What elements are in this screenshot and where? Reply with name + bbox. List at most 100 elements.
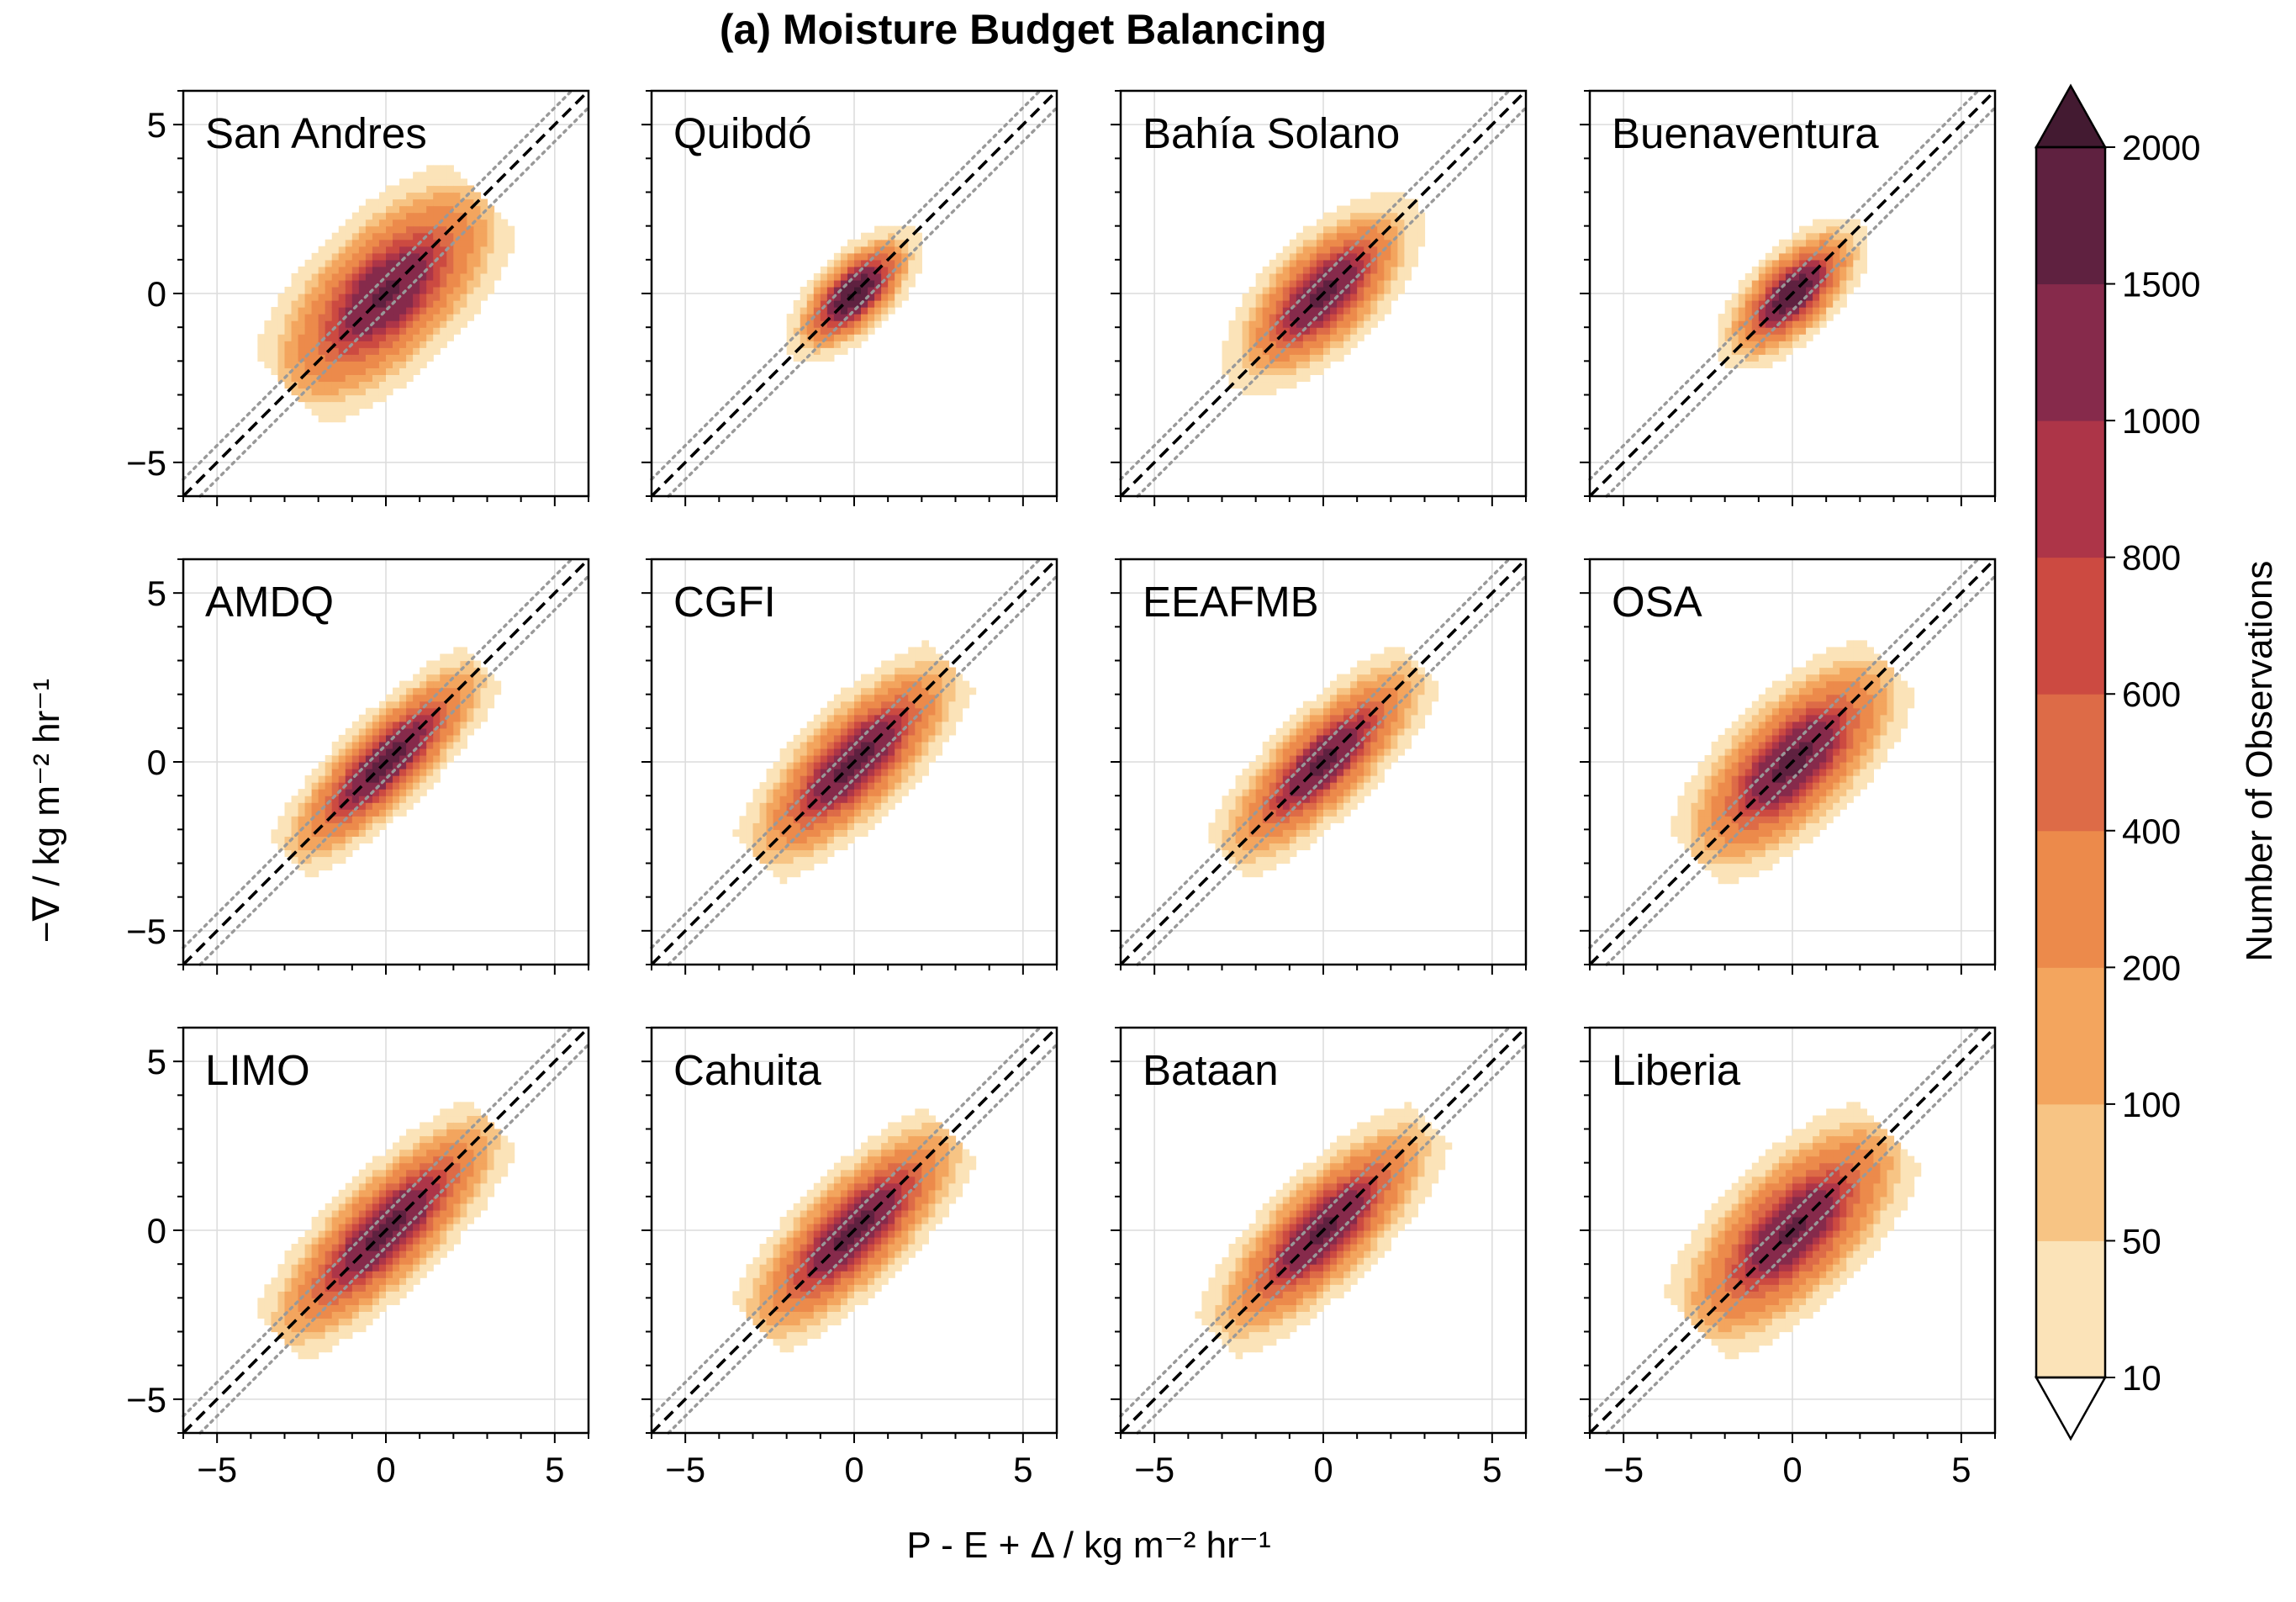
heatmap-cell xyxy=(453,246,461,254)
heatmap-cell xyxy=(1309,334,1317,341)
heatmap-cell xyxy=(494,687,502,695)
heatmap-cell xyxy=(453,172,461,180)
heatmap-cell xyxy=(284,314,293,321)
heatmap-cell xyxy=(1758,334,1766,341)
heatmap-cell xyxy=(440,701,447,709)
heatmap-cell xyxy=(1350,721,1358,729)
heatmap-cell xyxy=(453,205,461,214)
heatmap-cell xyxy=(378,354,387,362)
heatmap-cell xyxy=(1785,849,1793,858)
heatmap-cell xyxy=(1289,727,1297,736)
heatmap-cell xyxy=(759,789,768,796)
heatmap-cell xyxy=(1744,796,1753,803)
heatmap-cell xyxy=(467,252,475,261)
heatmap-cell xyxy=(1248,327,1257,335)
heatmap-cell xyxy=(908,246,916,254)
heatmap-cell xyxy=(1731,789,1739,796)
heatmap-cell xyxy=(311,796,319,803)
heatmap-cell xyxy=(358,836,367,843)
heatmap-cell xyxy=(264,1284,272,1292)
heatmap-cell xyxy=(386,796,393,803)
heatmap-cell xyxy=(1833,707,1840,716)
heatmap-cell xyxy=(1316,341,1324,348)
heatmap-cell xyxy=(338,272,346,281)
heatmap-cell xyxy=(473,252,482,261)
heatmap-cell xyxy=(1826,307,1834,315)
heatmap-cell xyxy=(1384,754,1391,763)
heatmap-cell xyxy=(1269,863,1277,871)
heatmap-cell xyxy=(440,165,447,172)
heatmap-cell xyxy=(854,802,862,810)
heatmap-cell xyxy=(291,836,299,843)
heatmap-cell xyxy=(284,286,293,294)
heatmap-cell xyxy=(358,225,367,234)
heatmap-cell xyxy=(318,341,326,348)
heatmap-cell xyxy=(895,727,902,736)
heatmap-cell xyxy=(773,863,781,871)
heatmap-cell xyxy=(820,314,828,321)
heatmap-cell xyxy=(318,272,326,281)
heatmap-cell xyxy=(1391,694,1398,702)
heatmap-cell xyxy=(358,347,367,355)
heatmap-cell xyxy=(1364,674,1371,682)
heatmap-cell xyxy=(868,816,875,823)
heatmap-cell xyxy=(1860,653,1867,662)
heatmap-cell xyxy=(393,246,400,254)
heatmap-cell xyxy=(1364,252,1371,261)
heatmap-cell xyxy=(257,1304,265,1312)
heatmap-cell xyxy=(1384,212,1391,220)
heatmap-cell xyxy=(1819,300,1827,308)
heatmap-cell xyxy=(1839,782,1847,790)
heatmap-cell xyxy=(1296,769,1304,776)
heatmap-cell xyxy=(1343,680,1351,689)
heatmap-cell xyxy=(1411,225,1419,234)
heatmap-cell xyxy=(378,822,387,830)
heatmap-cell xyxy=(1792,279,1800,288)
heatmap-cell xyxy=(298,334,306,341)
heatmap-cell xyxy=(1833,246,1840,254)
heatmap-cell xyxy=(304,1230,313,1238)
heatmap-cell xyxy=(393,232,400,241)
heatmap-cell xyxy=(460,232,467,241)
heatmap-cell xyxy=(820,347,828,355)
heatmap-cell xyxy=(1411,259,1419,267)
heatmap-cell xyxy=(847,279,855,288)
heatmap-cell xyxy=(298,1264,306,1272)
heatmap-cell xyxy=(318,1264,326,1272)
heatmap-cell xyxy=(1731,334,1739,341)
heatmap-cell xyxy=(406,802,414,810)
heatmap-cell xyxy=(1370,727,1378,736)
heatmap-cell xyxy=(1364,667,1371,675)
heatmap-cell xyxy=(861,714,868,722)
heatmap-cell xyxy=(1248,354,1257,362)
heatmap-cell xyxy=(793,320,801,328)
heatmap-cell xyxy=(874,775,882,783)
heatmap-cell xyxy=(813,314,821,321)
heatmap-cell xyxy=(1357,320,1364,328)
heatmap-cell xyxy=(1235,856,1243,864)
heatmap-cell xyxy=(365,1298,373,1305)
heatmap-cell xyxy=(1269,796,1277,803)
heatmap-cell xyxy=(1785,707,1793,716)
station-label: Quibdó xyxy=(673,109,811,157)
heatmap-cell xyxy=(298,1250,306,1258)
heatmap-cell xyxy=(1826,266,1834,274)
heatmap-cell xyxy=(1853,707,1861,716)
heatmap-cell xyxy=(304,266,313,274)
heatmap-cell xyxy=(406,192,414,200)
heatmap-cell xyxy=(311,1237,319,1245)
heatmap-cell xyxy=(1275,775,1284,783)
heatmap-cell xyxy=(1357,754,1364,763)
heatmap-cell xyxy=(881,809,889,817)
heatmap-cell xyxy=(325,1244,333,1251)
heatmap-cell xyxy=(351,232,360,241)
heatmap-cell xyxy=(318,367,326,375)
heatmap-cell xyxy=(840,687,848,695)
heatmap-cell xyxy=(1289,314,1297,321)
heatmap-cell xyxy=(1337,225,1344,234)
heatmap-cell xyxy=(1806,232,1813,241)
heatmap-cell xyxy=(820,741,828,749)
heatmap-cell xyxy=(1813,809,1820,817)
heatmap-cell xyxy=(1880,674,1888,682)
heatmap-cell xyxy=(1323,796,1331,803)
